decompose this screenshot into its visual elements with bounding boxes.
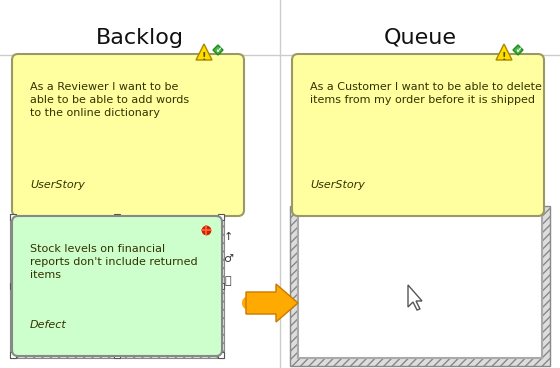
Text: Stock levels on financial: Stock levels on financial — [30, 244, 165, 254]
Polygon shape — [408, 285, 422, 310]
Polygon shape — [196, 44, 212, 60]
Bar — [10, 214, 224, 358]
Text: ✔: ✔ — [215, 46, 221, 54]
Bar — [18, 222, 216, 350]
Text: Queue: Queue — [384, 28, 456, 48]
Text: UserStory: UserStory — [30, 180, 85, 190]
Text: ⌕: ⌕ — [225, 276, 231, 286]
Text: items from my order before it is shipped: items from my order before it is shipped — [310, 95, 535, 105]
Polygon shape — [496, 44, 512, 60]
Text: able to be able to add words: able to be able to add words — [30, 95, 189, 105]
Text: ↑: ↑ — [223, 232, 233, 242]
Bar — [114, 352, 120, 358]
Text: !: ! — [202, 52, 206, 62]
Polygon shape — [513, 45, 523, 55]
FancyBboxPatch shape — [292, 54, 544, 216]
Text: Defect: Defect — [30, 320, 67, 330]
FancyArrow shape — [246, 284, 298, 322]
Text: ✔: ✔ — [515, 46, 521, 54]
Text: reports don't include returned: reports don't include returned — [30, 257, 198, 267]
Bar — [10, 352, 16, 358]
Text: ♂: ♂ — [223, 254, 233, 264]
Text: As a Reviewer I want to be: As a Reviewer I want to be — [30, 82, 179, 92]
Bar — [298, 214, 542, 358]
Polygon shape — [213, 45, 223, 55]
FancyBboxPatch shape — [12, 54, 244, 216]
Text: Backlog: Backlog — [96, 28, 184, 48]
Bar — [290, 206, 550, 366]
Bar — [10, 214, 16, 220]
Bar — [114, 214, 120, 220]
FancyBboxPatch shape — [12, 216, 222, 356]
Bar — [218, 214, 224, 220]
Text: As a Customer I want to be able to delete: As a Customer I want to be able to delet… — [310, 82, 542, 92]
Bar — [10, 283, 16, 289]
Text: UserStory: UserStory — [310, 180, 365, 190]
Bar — [218, 283, 224, 289]
Text: to the online dictionary: to the online dictionary — [30, 108, 160, 118]
Text: items: items — [30, 270, 61, 280]
Bar — [218, 352, 224, 358]
Text: !: ! — [502, 52, 506, 62]
